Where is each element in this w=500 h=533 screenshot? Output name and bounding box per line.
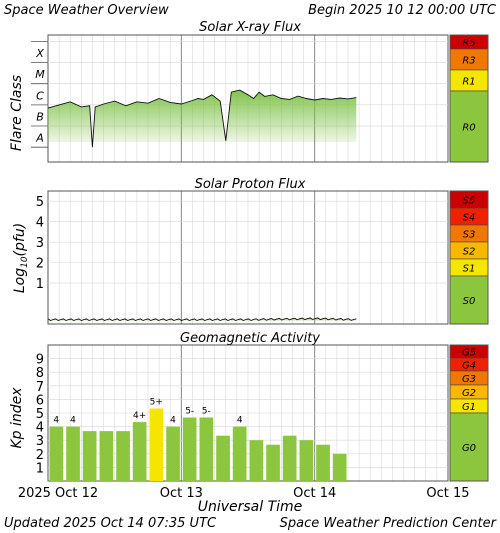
time-tick-label: Oct 15 — [426, 486, 469, 501]
time-tick-label: 2025 Oct 12 — [18, 486, 98, 501]
kp-bar — [299, 440, 314, 481]
xray-flux-line — [47, 89, 357, 148]
scale-label-g0: G0 — [462, 443, 476, 454]
flare-class-label-x: X — [35, 47, 44, 60]
kp-bar — [149, 408, 164, 481]
scale-label-s2: S2 — [463, 247, 476, 258]
flare-class-label-c: C — [36, 89, 44, 102]
kp-bar — [249, 440, 264, 481]
scale-label-r5: R5 — [462, 38, 475, 49]
kp-bar — [66, 426, 80, 481]
kp-tick-label: 2 — [36, 448, 44, 463]
scale-label-s5: S5 — [463, 196, 476, 207]
kp-tick-label: 4 — [36, 421, 44, 436]
time-tick-label: Oct 13 — [160, 486, 203, 501]
updated-time-label: Updated 2025 Oct 14 07:35 UTC — [4, 516, 217, 531]
kp-tick-label: 1 — [36, 461, 44, 476]
kp-tick-label: 6 — [36, 393, 44, 408]
proton-tick-label: 2 — [36, 257, 44, 272]
source-label: Space Weather Prediction Center — [280, 516, 498, 531]
kp-bar-label: 4 — [70, 416, 76, 426]
kp-tick-label: 8 — [36, 366, 44, 381]
proton-tick-label: 1 — [36, 277, 44, 292]
kp-tick-label: 7 — [36, 380, 44, 395]
plot-frame — [47, 190, 449, 325]
kp-bar — [266, 444, 280, 481]
scale-label-s3: S3 — [463, 230, 476, 241]
kp-bar-label: 4 — [170, 416, 176, 426]
proton-y-axis-title: Log10(pfu) — [12, 223, 30, 293]
proton-tick-label: 4 — [36, 216, 44, 231]
scale-label-g2: G2 — [462, 388, 476, 399]
kp-tick-label: 9 — [36, 353, 44, 368]
kp-bar-label: 4+ — [133, 411, 146, 421]
kp-bar — [216, 435, 230, 481]
time-axis-title: Universal Time — [198, 499, 303, 515]
xray-panel-title: Solar X-ray Flux — [199, 20, 301, 35]
kp-bar — [332, 453, 347, 481]
kp-bar — [166, 426, 180, 481]
scale-label-r3: R3 — [462, 56, 475, 67]
begin-time-label: Begin 2025 10 12 00:00 UTC — [308, 3, 497, 18]
proton-flux-line — [47, 317, 357, 322]
flare-class-label-m: M — [35, 68, 45, 81]
kp-bar-label: 4 — [53, 416, 59, 426]
scale-label-g5: G5 — [462, 348, 476, 359]
scale-label-r1: R1 — [462, 77, 475, 88]
scale-frame — [449, 190, 489, 325]
scale-segment-g0 — [449, 412, 489, 482]
kp-bar — [316, 444, 330, 481]
flare-class-label-b: B — [36, 110, 44, 123]
kp-bar — [232, 426, 247, 481]
scale-label-s1: S1 — [463, 264, 476, 275]
geomag-y-axis-title: Kp index — [9, 387, 25, 449]
scale-label-g1: G1 — [462, 402, 476, 413]
proton-panel-title: Solar Proton Flux — [195, 177, 306, 192]
scale-frame — [449, 34, 489, 163]
kp-bar — [282, 435, 297, 481]
proton-tick-label: 3 — [36, 236, 44, 251]
kp-bar — [82, 431, 97, 481]
scale-label-g4: G4 — [462, 361, 476, 372]
kp-bar — [49, 426, 64, 481]
xray-flux-fill — [48, 90, 357, 148]
plot-frame — [47, 34, 449, 163]
figure-title: Space Weather Overview — [4, 3, 169, 18]
kp-tick-label: 3 — [36, 434, 44, 449]
proton-flux-panel: 1 2 3 4 5 S5 S4 S3 S2 S1 S0 — [36, 190, 489, 325]
kp-bar-label: 5- — [202, 407, 211, 417]
kp-bar-label: 5+ — [150, 398, 163, 408]
time-tick-label: Oct 14 — [293, 486, 336, 501]
kp-bar-label: 5- — [185, 407, 194, 417]
geomag-panel-title: Geomagnetic Activity — [180, 331, 320, 346]
kp-bar — [116, 431, 130, 481]
scale-label-g3: G3 — [462, 374, 476, 385]
scale-label-r0: R0 — [462, 123, 475, 134]
scale-frame — [449, 344, 489, 482]
flare-class-label-a: A — [35, 132, 44, 145]
scale-segment-s0 — [449, 275, 489, 325]
proton-tick-label: 5 — [36, 195, 44, 210]
scale-label-s4: S4 — [463, 213, 476, 224]
kp-bar — [99, 431, 114, 481]
scale-label-s0: S0 — [463, 296, 476, 307]
kp-bar-label: 4 — [237, 416, 243, 426]
kp-bar — [132, 422, 147, 481]
kp-bar — [182, 417, 197, 481]
xray-y-axis-title: Flare Class — [9, 75, 25, 151]
time-axis-labels: 2025 Oct 12 Oct 13 Oct 14 Oct 15 — [18, 486, 470, 501]
kp-tick-label: 5 — [36, 407, 44, 422]
kp-bar — [199, 417, 214, 481]
scale-segment-r0 — [449, 90, 489, 163]
